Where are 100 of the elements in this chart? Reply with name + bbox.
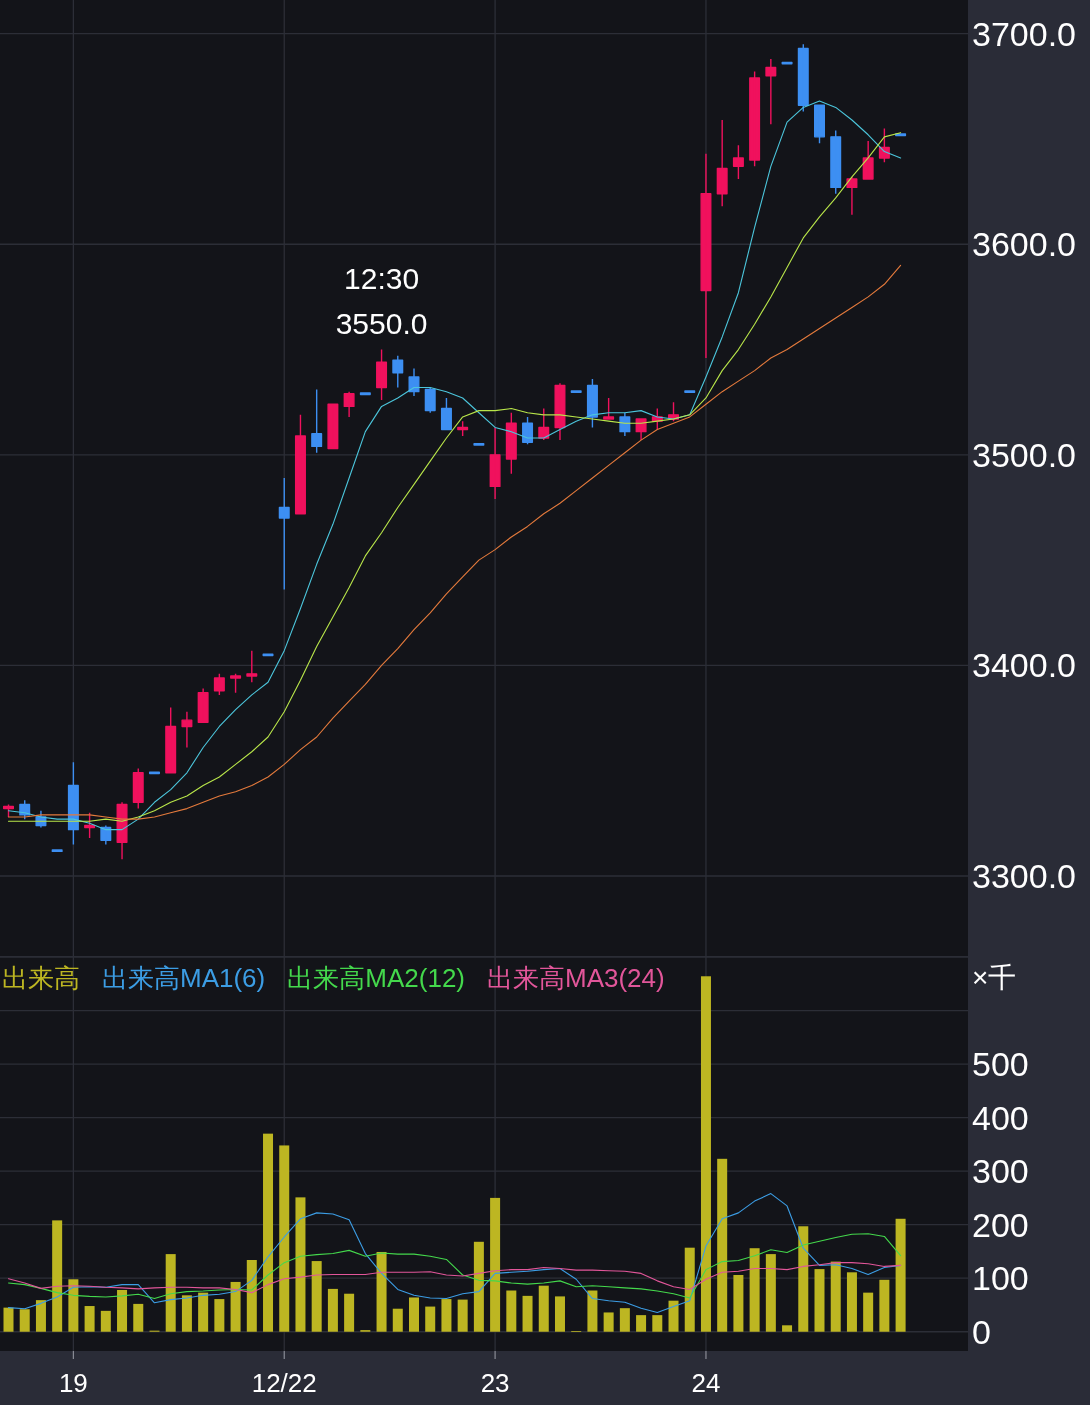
candlestick (635, 418, 647, 441)
bar (879, 1279, 890, 1332)
candlestick (246, 649, 258, 683)
candlestick (230, 673, 242, 694)
bar (473, 1241, 484, 1332)
candlestick (311, 388, 323, 454)
bar (846, 1272, 857, 1332)
bar (830, 1261, 841, 1332)
candlestick (846, 176, 858, 216)
x-tick-label: 19 (58, 1368, 88, 1398)
bar (230, 1281, 241, 1332)
y-tick-label: 400 (972, 1098, 1029, 1137)
candlestick (84, 812, 96, 839)
bar (895, 1218, 906, 1332)
candlestick (440, 397, 452, 431)
bar (717, 1158, 728, 1332)
candlestick (343, 390, 355, 418)
bar (814, 1269, 825, 1332)
bar (311, 1261, 322, 1332)
candlestick (814, 104, 825, 144)
candlestick (51, 849, 63, 853)
y-tick-label: 500 (972, 1045, 1029, 1084)
bar (441, 1299, 452, 1332)
bar (554, 1296, 565, 1332)
bar (684, 1247, 695, 1332)
candlestick (457, 420, 469, 437)
candlestick (781, 61, 793, 65)
bar (538, 1285, 549, 1332)
candlestick (895, 133, 907, 137)
bar (263, 1133, 274, 1332)
candlestick (262, 653, 274, 657)
bar (246, 1259, 257, 1332)
candlestick (213, 673, 225, 696)
bar (506, 1290, 517, 1332)
bar (636, 1315, 647, 1332)
line-series (7, 1233, 902, 1300)
y-tick-label: 300 (972, 1152, 1029, 1191)
bar (3, 1307, 14, 1332)
candlestick (424, 386, 436, 414)
candlestick (165, 706, 177, 774)
candlestick (359, 392, 371, 396)
bar (117, 1289, 128, 1332)
candlestick (376, 348, 388, 401)
line-series (7, 264, 902, 820)
candlestick (473, 442, 485, 446)
bar (409, 1297, 419, 1332)
y-tick-label: 3600.0 (972, 225, 1076, 264)
y-tick-label: 0 (972, 1312, 991, 1351)
candlestick (700, 153, 712, 359)
candlestick (862, 140, 874, 180)
candlestick (294, 414, 306, 515)
legend: 出来高 出来高MA1(6) 出来高MA2(12) 出来高MA3(24) (2, 963, 665, 993)
bar (52, 1220, 63, 1332)
candlestick (505, 412, 517, 475)
y-tick-label: 3700.0 (972, 14, 1076, 53)
y-tick-label: 100 (972, 1259, 1029, 1298)
x-tick-label: 23 (480, 1368, 510, 1398)
line-series (7, 1262, 902, 1294)
candlestick (570, 390, 582, 394)
bar (619, 1308, 630, 1332)
bar (133, 1303, 144, 1332)
bar (392, 1308, 403, 1332)
x-tick-label: 12/22 (251, 1368, 317, 1398)
candlestick (732, 144, 744, 180)
candlestick (197, 687, 209, 723)
candlestick (554, 382, 566, 441)
y-tick-label: 3500.0 (972, 435, 1076, 474)
candlestick (181, 711, 193, 749)
bar (733, 1274, 744, 1332)
bar (700, 976, 711, 1332)
candlestick (392, 355, 404, 389)
y-tick-label: 3300.0 (972, 856, 1076, 895)
candlestick (684, 390, 696, 394)
candlestick (619, 412, 631, 437)
candlestick (132, 767, 144, 810)
bar (798, 1226, 809, 1332)
y-axis-title: ×千 (972, 961, 1017, 993)
bar (295, 1197, 306, 1332)
bar (490, 1197, 501, 1332)
candlestick (3, 803, 14, 818)
candlestick (278, 477, 290, 591)
candlestick (408, 367, 420, 397)
candlestick (603, 397, 615, 420)
bar (749, 1248, 760, 1332)
candlestick (148, 771, 160, 775)
candlestick (797, 43, 809, 113)
candlestick (749, 70, 761, 168)
candlestick (830, 129, 842, 195)
bar (376, 1251, 387, 1332)
bar (587, 1290, 598, 1332)
candlestick (716, 119, 728, 208)
candlestick (586, 378, 598, 429)
bar (652, 1315, 663, 1332)
y-tick-label: 3400.0 (972, 646, 1076, 685)
candlestick (489, 426, 501, 500)
bar (457, 1299, 468, 1332)
bar (35, 1300, 46, 1332)
annotation: 12:30 (344, 262, 420, 296)
bar (425, 1306, 436, 1332)
bar (84, 1306, 95, 1332)
